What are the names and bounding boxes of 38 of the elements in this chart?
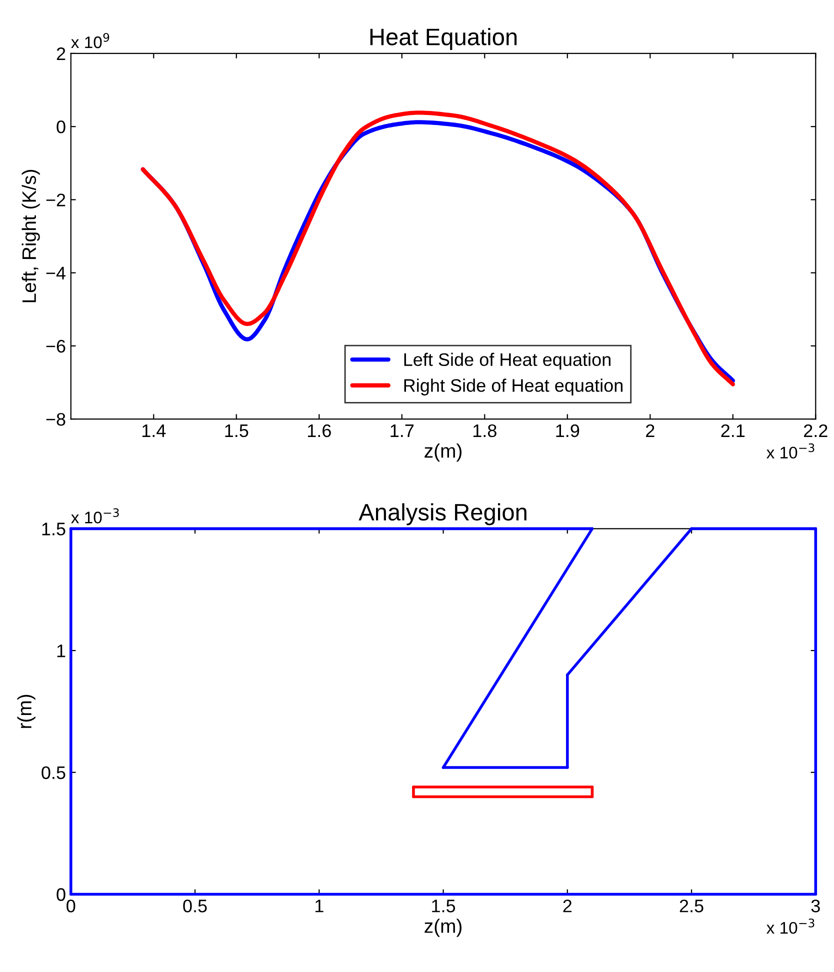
- y-tick-label: −8: [46, 412, 66, 426]
- legend-label: Left Side of Heat equation: [404, 352, 610, 370]
- x-tick-label: 1.5: [225, 424, 248, 438]
- text: x 10$^{−3}$: [71, 508, 119, 524]
- x-tick-label: 2: [646, 424, 654, 437]
- y-axis-title: r(m): [17, 694, 36, 728]
- x-axis-title: z(m): [424, 443, 462, 462]
- chart-title: Heat Equation: [370, 28, 517, 50]
- y-tick-label: 0: [56, 888, 66, 901]
- legend-label: Right Side of Heat equation: [404, 378, 622, 396]
- y-tick-label: −2: [46, 194, 66, 206]
- x-tick-label: 2.1: [721, 424, 745, 437]
- x-tick-label: 2.5: [680, 900, 704, 912]
- x-tick-label: 1.5: [432, 900, 456, 912]
- text: x 10$^{−3}$: [766, 918, 814, 934]
- text: x 10$^{9}$: [71, 33, 110, 48]
- x-tick-label: 1: [316, 900, 324, 912]
- text: x 10$^{−3}$: [766, 443, 814, 459]
- x-tick-label: 1.6: [308, 424, 331, 438]
- x-tick-label: 1.8: [473, 424, 496, 438]
- y-tick-label: −6: [46, 340, 66, 353]
- x-tick-label: 1.4: [142, 424, 166, 437]
- x-tick-label: 1.9: [556, 424, 580, 438]
- y-tick-label: 0.5: [42, 766, 66, 780]
- y-tick-label: −4: [46, 266, 66, 280]
- y-tick-label: 0: [56, 120, 66, 134]
- chart-title: Analysis Region: [358, 503, 526, 526]
- y-tick-label: 1.5: [42, 522, 66, 536]
- y-axis-title: Left, Right (K/s): [22, 170, 40, 302]
- x-tick-label: 0.5: [183, 900, 207, 912]
- x-tick-label: 3: [811, 900, 820, 912]
- x-tick-label: 2: [563, 900, 572, 912]
- x-tick-label: 2.2: [804, 424, 828, 437]
- x-axis-title: z(m): [424, 918, 462, 937]
- x-tick-label: 1.7: [390, 424, 414, 437]
- y-tick-label: 1: [57, 644, 66, 658]
- y-tick-label: 2: [56, 47, 66, 60]
- x-tick-label: 0: [66, 900, 76, 912]
